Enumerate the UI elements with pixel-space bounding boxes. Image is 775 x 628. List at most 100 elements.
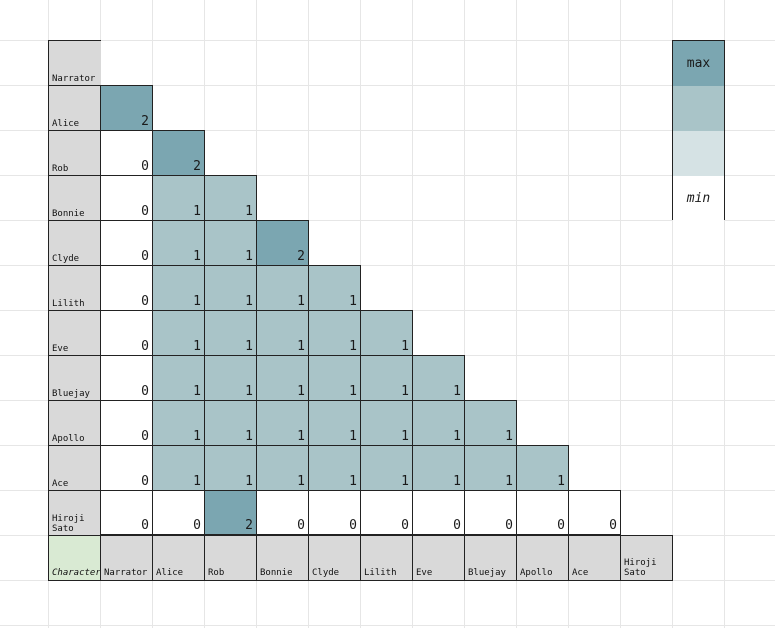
cell-value: 1	[245, 249, 253, 264]
heatmap-cell: 1	[412, 355, 465, 400]
cell-value: 1	[349, 294, 357, 309]
column-label-text: Lilith	[364, 568, 397, 578]
cell-value: 1	[349, 429, 357, 444]
column-label: Hiroji Sato	[620, 535, 673, 581]
column-label: Bonnie	[256, 535, 308, 581]
heatmap-cell: 1	[204, 220, 256, 265]
row-label-text: Rob	[52, 164, 69, 174]
cell-value: 0	[141, 384, 149, 399]
heatmap-cell: 1	[204, 310, 256, 355]
heatmap-cell: 0	[516, 490, 568, 535]
column-label: Narrator	[100, 535, 152, 581]
cell-value: 1	[245, 294, 253, 309]
heatmap-cell: 1	[256, 265, 308, 310]
heatmap-cell: 1	[256, 310, 308, 355]
legend-step-high	[673, 86, 724, 131]
row-label-text: Alice	[52, 119, 80, 129]
corner-label-text: Character	[52, 568, 101, 578]
heatmap-cell: 1	[308, 445, 360, 490]
cell-value: 0	[141, 339, 149, 354]
column-label-text: Narrator	[104, 568, 148, 578]
cell-value: 0	[141, 294, 149, 309]
cell-value: 0	[141, 249, 149, 264]
heatmap-cell: 1	[360, 445, 412, 490]
column-label-text: Hiroji Sato	[624, 558, 657, 578]
heatmap-cell: 1	[308, 310, 360, 355]
row-label: Eve	[48, 310, 101, 356]
heatmap-cell: 1	[308, 400, 360, 445]
heatmap-cell: 1	[152, 265, 204, 310]
heatmap-cell: 1	[256, 355, 308, 400]
cell-value: 0	[453, 518, 461, 533]
cell-value: 1	[245, 384, 253, 399]
cell-value: 1	[245, 204, 253, 219]
column-label: Rob	[204, 535, 256, 581]
heatmap-cell: 1	[360, 400, 412, 445]
heatmap-cell: 0	[100, 400, 152, 445]
heatmap-cell: 1	[360, 310, 413, 355]
legend-max-label: max	[686, 56, 711, 71]
heatmap-cell: 0	[568, 490, 621, 535]
cell-value: 1	[349, 384, 357, 399]
cell-value: 1	[245, 339, 253, 354]
column-label: Apollo	[516, 535, 568, 581]
heatmap-cell: 0	[152, 490, 204, 535]
cell-value: 1	[193, 384, 201, 399]
heatmap-cell: 0	[100, 490, 152, 535]
row-label: Alice	[48, 85, 101, 131]
row-label: Clyde	[48, 220, 101, 266]
heatmap-cell: 2	[100, 85, 153, 130]
cell-value: 1	[453, 474, 461, 489]
heatmap-cell: 1	[204, 400, 256, 445]
cell-value: 2	[141, 114, 149, 129]
heatmap-cell: 1	[412, 445, 464, 490]
cell-value: 2	[193, 159, 201, 174]
cell-value: 1	[193, 429, 201, 444]
column-label: Bluejay	[464, 535, 516, 581]
heatmap-cell: 0	[100, 355, 152, 400]
cell-value: 1	[505, 474, 513, 489]
row-label-text: Hiroji Sato	[52, 514, 85, 534]
heatmap-cell: 1	[204, 175, 257, 220]
heatmap-cell: 0	[100, 265, 152, 310]
heatmap-cell: 0	[412, 490, 464, 535]
heatmap-cell: 1	[152, 355, 204, 400]
cell-value: 1	[401, 474, 409, 489]
row-label-text: Bluejay	[52, 389, 90, 399]
cell-value: 0	[141, 474, 149, 489]
cell-value: 1	[401, 384, 409, 399]
row-label: Rob	[48, 130, 101, 176]
cell-value: 1	[193, 294, 201, 309]
cell-value: 0	[141, 518, 149, 533]
heatmap-cell: 0	[308, 490, 360, 535]
row-label-text: Bonnie	[52, 209, 85, 219]
cell-value: 1	[193, 249, 201, 264]
cell-value: 1	[349, 474, 357, 489]
row-label-text: Ace	[52, 479, 69, 489]
column-label-text: Apollo	[520, 568, 553, 578]
heatmap-cell: 1	[204, 445, 256, 490]
heatmap-cell: 1	[152, 220, 204, 265]
cell-value: 0	[193, 518, 201, 533]
row-label-text: Lilith	[52, 299, 85, 309]
cell-value: 1	[453, 384, 461, 399]
heatmap-cell: 1	[204, 355, 256, 400]
cell-value: 1	[193, 339, 201, 354]
row-label-text: Eve	[52, 344, 69, 354]
legend-min-label: min	[686, 191, 711, 206]
column-label: Lilith	[360, 535, 412, 581]
cell-value: 1	[453, 429, 461, 444]
heatmap-cell: 1	[516, 445, 569, 490]
cell-value: 1	[245, 474, 253, 489]
legend-step-low	[673, 131, 724, 176]
row-label: Bonnie	[48, 175, 101, 221]
cell-value: 1	[297, 384, 305, 399]
cell-value: 1	[401, 429, 409, 444]
cell-value: 2	[297, 249, 305, 264]
cell-value: 0	[297, 518, 305, 533]
heatmap-cell: 2	[256, 220, 309, 265]
row-label-text: Narrator	[52, 74, 96, 84]
row-label: Narrator	[48, 40, 101, 86]
cell-value: 0	[141, 159, 149, 174]
